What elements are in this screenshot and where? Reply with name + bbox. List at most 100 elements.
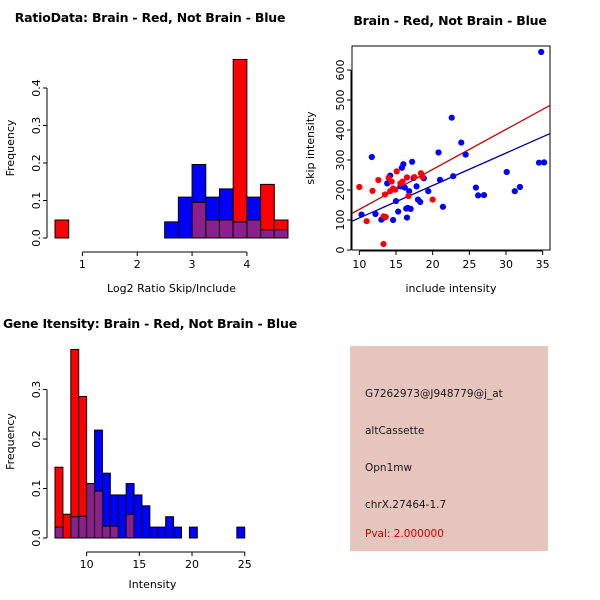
x-tick-label: 25 xyxy=(462,258,476,271)
scatter-point xyxy=(372,210,379,218)
panel-scatter: Brain - Red, Not Brain - Blue 10 15 20 25 30… xyxy=(300,0,600,300)
histogram-bar xyxy=(157,526,167,539)
histogram-bar xyxy=(173,526,182,539)
panel-info: G7262973@J948779@j_at altCassette Opn1mw… xyxy=(300,300,600,600)
regression-line xyxy=(352,104,550,214)
y-tick-label: 200 xyxy=(334,180,347,201)
scatter-point xyxy=(381,191,389,198)
histogram-bar xyxy=(133,494,143,539)
histogram-bar xyxy=(165,516,175,539)
y-tick-label: 100 xyxy=(334,210,347,231)
ratio-hist-canvas: 1 2 3 4 0.0 0.1 0.2 0.3 0.4 Log2 Ratio Skip/Inclu… xyxy=(4,59,289,295)
y-tick-label: 0.2 xyxy=(30,430,43,448)
histogram-bar-overlap xyxy=(273,229,289,239)
histogram-bar-overlap xyxy=(109,525,119,539)
scatter-title: Brain - Red, Not Brain - Blue xyxy=(353,13,547,28)
scatter-point xyxy=(368,153,375,161)
histogram-bar-overlap xyxy=(125,513,135,539)
y-tick-label: 300 xyxy=(334,150,347,171)
info-genomic-location: chrX.27464-1.7 xyxy=(365,499,447,511)
scatter-point xyxy=(409,158,416,165)
info-probeset-id: G7262973@J948779@j_at xyxy=(365,388,503,400)
scatter-point xyxy=(393,168,400,175)
gene-hist-xlabel: Intensity xyxy=(129,578,177,591)
info-pval: Pval: 2.000000 xyxy=(365,528,444,540)
scatter-point xyxy=(439,203,447,210)
ratio-hist-ylabel: Frequency xyxy=(4,119,17,176)
ratio-hist-title: RatioData: Brain - Red, Not Brain - Blue xyxy=(14,10,286,25)
scatter-point xyxy=(401,184,408,191)
scatter-point xyxy=(405,192,412,200)
y-tick-label: 0.4 xyxy=(30,79,43,97)
scatter-point xyxy=(400,161,407,168)
scatter-point xyxy=(450,173,457,180)
scatter-point xyxy=(436,176,444,183)
y-tick-label: 0.2 xyxy=(30,154,43,172)
histogram-bar-overlap xyxy=(94,490,103,539)
y-tick-label: 600 xyxy=(334,60,347,81)
info-gene-symbol: Opn1mw xyxy=(365,462,413,474)
scatter-point xyxy=(369,187,376,194)
x-tick-label: 30 xyxy=(499,258,513,271)
y-tick-label: 0.0 xyxy=(30,229,43,247)
scatter-point xyxy=(375,177,382,184)
histogram-bar-overlap xyxy=(218,219,234,239)
x-tick-label: 1 xyxy=(79,258,86,271)
x-tick-label: 4 xyxy=(243,258,250,271)
y-tick-label: 0.0 xyxy=(30,529,43,547)
scatter-point xyxy=(406,188,413,195)
histogram-bar xyxy=(117,494,127,539)
x-tick-label: 2 xyxy=(134,258,141,271)
histogram-bar-overlap xyxy=(246,219,262,239)
x-tick-label: 25 xyxy=(238,558,252,571)
histogram-bar-overlap xyxy=(70,516,80,539)
x-tick-label: 15 xyxy=(132,558,146,571)
scatter-point xyxy=(448,114,455,121)
x-tick-label: 20 xyxy=(426,258,440,271)
scatter-point xyxy=(403,174,411,181)
gene-hist-ylabel: Frequency xyxy=(4,413,17,470)
scatter-point xyxy=(435,149,442,156)
histogram-bar-overlap xyxy=(191,201,207,239)
histogram-bar-overlap xyxy=(54,526,64,539)
x-tick-label: 10 xyxy=(352,258,366,271)
y-tick-label: 500 xyxy=(334,90,347,111)
histogram-bar xyxy=(62,513,72,539)
ratio-hist-xlabel: Log2 Ratio Skip/Include xyxy=(107,282,236,295)
scatter-point xyxy=(538,48,545,56)
y-tick-label: 0.3 xyxy=(30,381,43,399)
histogram-bar-overlap xyxy=(205,219,220,239)
histogram-bar-overlap xyxy=(232,221,248,239)
scatter-point xyxy=(385,174,392,181)
histogram-bar-overlap xyxy=(78,515,88,539)
scatter-point xyxy=(458,139,465,146)
scatter-point xyxy=(413,183,420,190)
scatter-point xyxy=(475,192,482,199)
y-tick-label: 0.1 xyxy=(30,192,43,210)
x-tick-label: 20 xyxy=(185,558,199,571)
scatter-point xyxy=(407,205,414,212)
scatter-xlabel: include intensity xyxy=(405,282,497,295)
y-tick-label: 400 xyxy=(334,120,347,141)
panel-gene-histogram: Gene Itensity: Brain - Red, Not Brain - … xyxy=(0,300,300,600)
scatter-point xyxy=(389,216,397,224)
histogram-bar xyxy=(232,59,248,239)
info-event-type: altCassette xyxy=(365,425,425,437)
scatter-point xyxy=(380,240,387,248)
x-tick-label: 15 xyxy=(389,258,403,271)
histogram-bar xyxy=(164,221,179,239)
scatter-point xyxy=(395,208,402,215)
scatter-point xyxy=(399,178,406,185)
gene-hist-title: Gene Itensity: Brain - Red, Not Brain - … xyxy=(3,316,297,331)
histogram-bar xyxy=(141,505,151,539)
info-panel-background xyxy=(350,346,548,551)
histogram-bar xyxy=(177,196,193,239)
scatter-point xyxy=(382,213,389,221)
histogram-bar xyxy=(188,526,198,539)
scatter-point xyxy=(358,211,365,218)
scatter-point xyxy=(411,174,418,181)
y-tick-label: 0.1 xyxy=(30,480,43,498)
x-tick-label: 35 xyxy=(536,258,550,271)
scatter-point xyxy=(419,173,426,180)
histogram-bar xyxy=(70,348,80,539)
